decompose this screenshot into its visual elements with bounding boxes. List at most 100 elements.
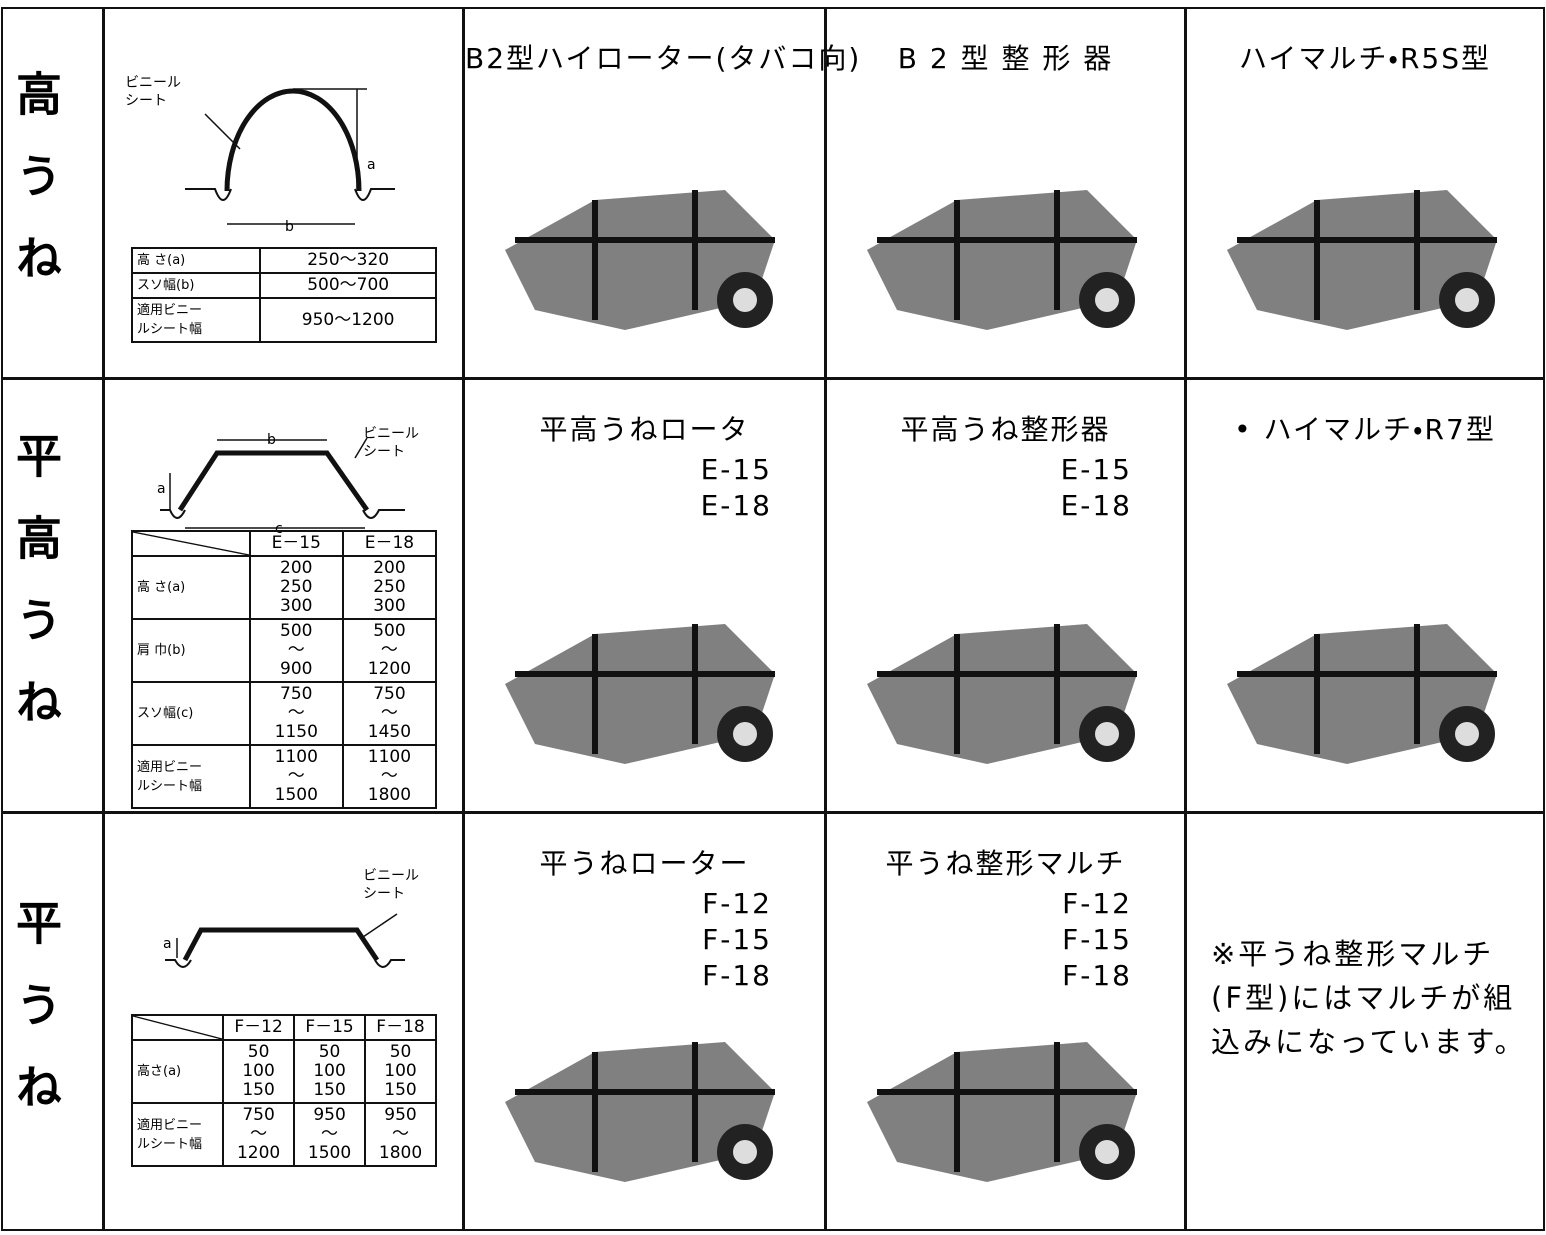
leader (204, 113, 241, 150)
spec-text: 1100 (274, 747, 318, 767)
spec-value: 500〜700 (259, 272, 437, 299)
spec-text: 適用ビニー (137, 303, 203, 318)
dim-label: c (275, 521, 283, 537)
spec-header-cell: F－18 (364, 1014, 437, 1041)
ground (160, 509, 405, 519)
spec-text: 1200 (367, 659, 412, 679)
product-cell: • ハイマルチ・R7型 (1185, 378, 1545, 813)
machine-frame (877, 624, 1137, 754)
spec-header-cell: F－12 (222, 1014, 296, 1041)
diagram-cell: b ビニール シート a c E－15 E－18 高 さ(a) 200 250 300 200 250 3… (103, 378, 464, 813)
dim-label: b (285, 219, 294, 235)
machine-body (505, 624, 775, 764)
spec-text: スソ幅(b) (137, 278, 195, 293)
diagram-cell: ビニール シート a F－12 F－15 F－18 高さ(a) 50 100 150 50 100 15… (103, 812, 464, 1231)
model: F-12 (702, 887, 772, 920)
product-cell: B2型ハイローター(タバコ向) (463, 7, 862, 379)
model-list: E-15 E-18 (701, 452, 772, 524)
machine-wheel-hub (1455, 288, 1479, 312)
machine-body (1227, 190, 1497, 330)
spec-text: 750 (280, 684, 313, 704)
spec-value: 750 〜 1450 (341, 681, 438, 746)
spec-text: 200 (373, 558, 406, 578)
spec-label: 適用ビニー ルシート幅 (131, 744, 251, 809)
spec-text: 〜 (380, 766, 398, 786)
model-list: F-12 F-15 F-18 (1062, 886, 1132, 994)
spec-text: 〜 (287, 703, 305, 723)
machine-photo (867, 624, 1137, 764)
model-list: F-12 F-15 F-18 (702, 886, 772, 994)
spec-text: 適用ビニー (137, 759, 203, 775)
spec-text: 高 さ(a) (137, 253, 186, 268)
spec-label: スソ幅(c) (131, 681, 251, 746)
spec-value: 250〜320 (259, 247, 437, 274)
spec-corner (131, 530, 251, 557)
spec-header-cell: E－15 (248, 530, 344, 557)
dim-label: a (163, 936, 172, 952)
spec-text: 高 さ(a) (137, 580, 186, 595)
spec-text: 950 (313, 1105, 346, 1125)
spec-value: 950 〜 1800 (364, 1102, 437, 1167)
spec-value: 500 〜 1200 (341, 618, 438, 683)
sheet-label: ビニール (125, 75, 181, 91)
spec-label: スソ幅(b) (130, 272, 262, 299)
spec-text: 250〜320 (307, 250, 390, 270)
spec-text: 250 (373, 577, 406, 597)
spec-value: 500 〜 900 (248, 618, 344, 683)
machine-frame (877, 1042, 1137, 1172)
dim-label: a (157, 481, 166, 497)
ridge (177, 450, 370, 512)
spec-label: 適用ビニー ルシート幅 (130, 297, 262, 343)
machine-body (1227, 624, 1497, 764)
product-cell: B 2 型 整 形 器 (825, 7, 1186, 379)
spec-text: ルシート幅 (137, 1136, 203, 1152)
spec-value: 200 250 300 (341, 555, 438, 620)
ridge (182, 927, 380, 962)
spec-value: 50 100 150 (222, 1039, 296, 1104)
spec-header-cell: E－18 (341, 530, 438, 557)
product-cell: 平高うね整形器 E-15 E-18 (825, 378, 1186, 813)
spec-text: 1100 (367, 747, 412, 767)
spec-row: 肩 巾(b) 500 〜 900 500 〜 1200 (131, 618, 438, 683)
product-cell: 平うね整形マルチ F-12 F-15 F-18 (825, 812, 1186, 1231)
product-cell: ※平うね整形マルチ(F型)にはマルチが組込みになっています。 (1185, 812, 1545, 1231)
spec-table: F－12 F－15 F－18 高さ(a) 50 100 150 50 100 150 50 100 15… (130, 1014, 437, 1167)
spec-text: 〜 (380, 640, 398, 660)
model: F-15 (702, 923, 772, 956)
spec-header-cell: F－15 (293, 1014, 367, 1041)
dim (169, 437, 368, 529)
spec-text: 1450 (367, 722, 412, 742)
spec-row: 適用ビニー ルシート幅 950〜1200 (130, 297, 437, 343)
ground (165, 959, 405, 968)
sheet-label: シート (125, 93, 167, 109)
ridge (224, 88, 362, 192)
machine-photo (505, 624, 775, 764)
dim-label: a (367, 157, 376, 173)
spec-label: 適用ビニー ルシート幅 (130, 1102, 225, 1167)
spec-text: 900 (280, 659, 313, 679)
spec-value: 1100 〜 1500 (248, 744, 344, 809)
spec-text: 200 (280, 558, 313, 578)
machine-frame (877, 190, 1137, 320)
machine-frame (1237, 624, 1497, 754)
machine-wheel-hub (733, 722, 757, 746)
spec-text: 1150 (274, 722, 318, 742)
product-name: 平うねローター (539, 847, 750, 880)
dim (227, 88, 367, 225)
spec-text: 150 (384, 1080, 417, 1100)
spec-text: 1800 (378, 1143, 423, 1163)
machine-wheel-hub (733, 288, 757, 312)
machine-photo (505, 190, 775, 330)
machine-photo (1227, 190, 1497, 330)
row-label-cell: 高うね (1, 7, 104, 379)
model: E-18 (1060, 489, 1132, 522)
product-name: B2型ハイローター(タバコ向) (465, 42, 862, 75)
spec-text: 1500 (274, 785, 318, 805)
spec-text: 300 (280, 596, 313, 616)
sheet-label: シート (363, 444, 405, 460)
spec-text: 100 (313, 1061, 346, 1081)
spec-table: 高 さ(a) 250〜320 スソ幅(b) 500〜700 適用ビニー ルシート幅 950〜… (130, 247, 437, 343)
product-name: ハイマルチ・R5S型 (1238, 42, 1491, 75)
